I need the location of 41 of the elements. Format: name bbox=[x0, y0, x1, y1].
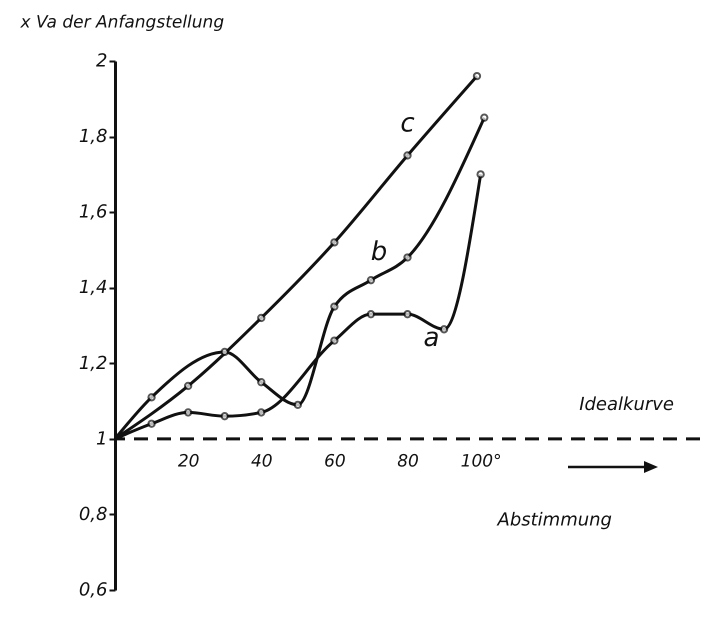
point bbox=[184, 382, 192, 390]
point bbox=[366, 310, 376, 318]
ref-line-label: Idealkurve bbox=[579, 394, 674, 415]
x-tick-label: 20 bbox=[178, 451, 200, 472]
y-tick-label: 0,8 bbox=[78, 504, 108, 525]
point bbox=[147, 420, 156, 428]
x-axis-title: Abstimmung bbox=[496, 509, 612, 530]
point bbox=[330, 336, 339, 345]
point bbox=[220, 348, 229, 356]
point bbox=[480, 114, 488, 122]
series-label: a bbox=[424, 323, 440, 354]
point bbox=[330, 302, 339, 311]
point bbox=[257, 314, 266, 322]
y-tick-label: 1,6 bbox=[78, 202, 108, 223]
y-tick-label: 1,4 bbox=[78, 277, 108, 298]
series-label: c bbox=[400, 108, 415, 138]
point bbox=[257, 408, 266, 417]
series-label: b bbox=[370, 237, 388, 268]
x-tick-label: 100° bbox=[460, 451, 502, 472]
y-axis-title: x Va der Anfangstellung bbox=[20, 12, 224, 32]
point bbox=[366, 276, 376, 284]
y-tick-label: 1,8 bbox=[78, 126, 108, 148]
x-tick-label: 80 bbox=[397, 451, 419, 472]
point bbox=[403, 310, 412, 318]
point bbox=[220, 412, 229, 420]
point bbox=[184, 408, 192, 417]
y-tick-label: 0,6 bbox=[78, 580, 108, 600]
point bbox=[294, 400, 302, 410]
y-tick-label: 2 bbox=[96, 50, 108, 72]
y-tick-label: 1,2 bbox=[78, 352, 108, 374]
y-tick-label: 1 bbox=[96, 428, 108, 450]
point bbox=[472, 72, 482, 80]
x-tick-label: 60 bbox=[324, 451, 346, 472]
point bbox=[403, 253, 412, 262]
point bbox=[257, 378, 266, 386]
point bbox=[440, 325, 448, 334]
point bbox=[147, 393, 156, 402]
point bbox=[330, 238, 339, 247]
x-tick-label: 40 bbox=[250, 451, 273, 472]
point bbox=[403, 151, 412, 160]
point bbox=[476, 170, 485, 179]
